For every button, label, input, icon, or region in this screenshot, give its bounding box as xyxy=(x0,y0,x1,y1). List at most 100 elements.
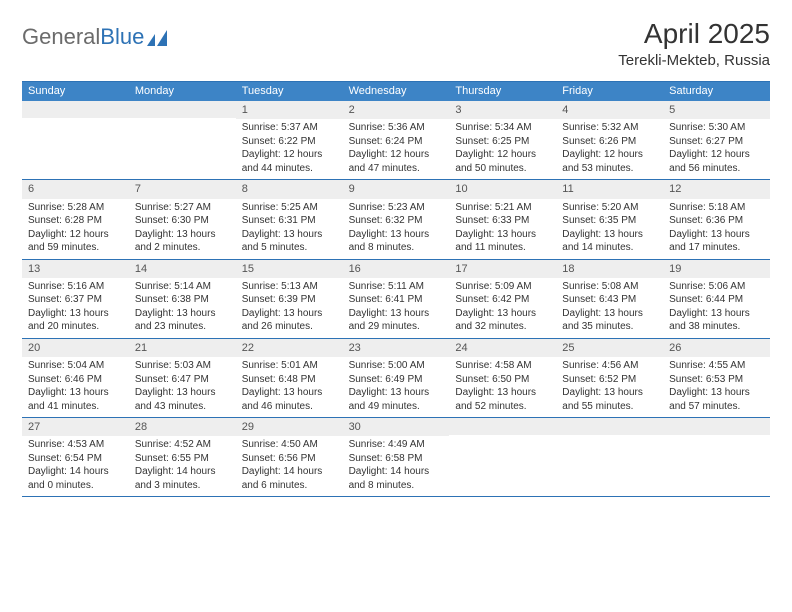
day-cell: 22Sunrise: 5:01 AMSunset: 6:48 PMDayligh… xyxy=(236,339,343,417)
weekday-header: Thursday xyxy=(449,82,556,101)
day-cell: 20Sunrise: 5:04 AMSunset: 6:46 PMDayligh… xyxy=(22,339,129,417)
day-cell: 27Sunrise: 4:53 AMSunset: 6:54 PMDayligh… xyxy=(22,418,129,496)
day-data: Sunrise: 4:56 AMSunset: 6:52 PMDaylight:… xyxy=(556,357,663,417)
day-data: Sunrise: 5:16 AMSunset: 6:37 PMDaylight:… xyxy=(22,278,129,338)
weekday-header: Wednesday xyxy=(343,82,450,101)
day-data: Sunrise: 5:20 AMSunset: 6:35 PMDaylight:… xyxy=(556,199,663,259)
day-data: Sunrise: 5:06 AMSunset: 6:44 PMDaylight:… xyxy=(663,278,770,338)
logo: GeneralBlue xyxy=(22,18,167,50)
day-number: 15 xyxy=(236,260,343,278)
weeks-container: 1Sunrise: 5:37 AMSunset: 6:22 PMDaylight… xyxy=(22,101,770,497)
day-data: Sunrise: 5:00 AMSunset: 6:49 PMDaylight:… xyxy=(343,357,450,417)
day-number: 19 xyxy=(663,260,770,278)
page-subtitle: Terekli-Mekteb, Russia xyxy=(618,52,770,69)
day-cell: 10Sunrise: 5:21 AMSunset: 6:33 PMDayligh… xyxy=(449,180,556,258)
day-number: 26 xyxy=(663,339,770,357)
day-data: Sunrise: 5:04 AMSunset: 6:46 PMDaylight:… xyxy=(22,357,129,417)
day-number: 1 xyxy=(236,101,343,119)
day-cell: 21Sunrise: 5:03 AMSunset: 6:47 PMDayligh… xyxy=(129,339,236,417)
day-number: 17 xyxy=(449,260,556,278)
day-cell: 9Sunrise: 5:23 AMSunset: 6:32 PMDaylight… xyxy=(343,180,450,258)
day-number: 23 xyxy=(343,339,450,357)
day-data: Sunrise: 4:53 AMSunset: 6:54 PMDaylight:… xyxy=(22,436,129,496)
day-cell xyxy=(449,418,556,496)
day-cell: 4Sunrise: 5:32 AMSunset: 6:26 PMDaylight… xyxy=(556,101,663,179)
day-data: Sunrise: 5:21 AMSunset: 6:33 PMDaylight:… xyxy=(449,199,556,259)
week-row: 1Sunrise: 5:37 AMSunset: 6:22 PMDaylight… xyxy=(22,101,770,180)
weekday-header: Sunday xyxy=(22,82,129,101)
week-row: 20Sunrise: 5:04 AMSunset: 6:46 PMDayligh… xyxy=(22,339,770,418)
weekday-header: Friday xyxy=(556,82,663,101)
day-number: 3 xyxy=(449,101,556,119)
day-cell: 17Sunrise: 5:09 AMSunset: 6:42 PMDayligh… xyxy=(449,260,556,338)
day-number: 28 xyxy=(129,418,236,436)
day-cell: 26Sunrise: 4:55 AMSunset: 6:53 PMDayligh… xyxy=(663,339,770,417)
day-cell xyxy=(22,101,129,179)
day-data: Sunrise: 5:36 AMSunset: 6:24 PMDaylight:… xyxy=(343,119,450,179)
day-data: Sunrise: 5:27 AMSunset: 6:30 PMDaylight:… xyxy=(129,199,236,259)
day-number: 6 xyxy=(22,180,129,198)
day-cell: 5Sunrise: 5:30 AMSunset: 6:27 PMDaylight… xyxy=(663,101,770,179)
day-data: Sunrise: 5:32 AMSunset: 6:26 PMDaylight:… xyxy=(556,119,663,179)
day-cell: 24Sunrise: 4:58 AMSunset: 6:50 PMDayligh… xyxy=(449,339,556,417)
day-number: 11 xyxy=(556,180,663,198)
day-data: Sunrise: 5:28 AMSunset: 6:28 PMDaylight:… xyxy=(22,199,129,259)
day-number: 22 xyxy=(236,339,343,357)
logo-text: GeneralBlue xyxy=(22,24,144,50)
day-cell: 18Sunrise: 5:08 AMSunset: 6:43 PMDayligh… xyxy=(556,260,663,338)
day-data: Sunrise: 5:13 AMSunset: 6:39 PMDaylight:… xyxy=(236,278,343,338)
day-number: 10 xyxy=(449,180,556,198)
sails-icon xyxy=(147,30,167,46)
day-number: 20 xyxy=(22,339,129,357)
day-cell: 28Sunrise: 4:52 AMSunset: 6:55 PMDayligh… xyxy=(129,418,236,496)
day-cell: 8Sunrise: 5:25 AMSunset: 6:31 PMDaylight… xyxy=(236,180,343,258)
week-row: 6Sunrise: 5:28 AMSunset: 6:28 PMDaylight… xyxy=(22,180,770,259)
weekday-header: Saturday xyxy=(663,82,770,101)
day-number: 13 xyxy=(22,260,129,278)
day-cell: 13Sunrise: 5:16 AMSunset: 6:37 PMDayligh… xyxy=(22,260,129,338)
weekday-header: Tuesday xyxy=(236,82,343,101)
day-number xyxy=(663,418,770,435)
day-number xyxy=(129,101,236,118)
day-data: Sunrise: 5:25 AMSunset: 6:31 PMDaylight:… xyxy=(236,199,343,259)
day-data: Sunrise: 5:08 AMSunset: 6:43 PMDaylight:… xyxy=(556,278,663,338)
day-cell: 12Sunrise: 5:18 AMSunset: 6:36 PMDayligh… xyxy=(663,180,770,258)
day-number: 14 xyxy=(129,260,236,278)
header: GeneralBlue April 2025 Terekli-Mekteb, R… xyxy=(22,18,770,69)
day-data: Sunrise: 5:30 AMSunset: 6:27 PMDaylight:… xyxy=(663,119,770,179)
day-cell xyxy=(556,418,663,496)
day-number: 18 xyxy=(556,260,663,278)
weekday-header-row: SundayMondayTuesdayWednesdayThursdayFrid… xyxy=(22,82,770,101)
day-number: 30 xyxy=(343,418,450,436)
day-number: 27 xyxy=(22,418,129,436)
day-cell: 7Sunrise: 5:27 AMSunset: 6:30 PMDaylight… xyxy=(129,180,236,258)
day-number: 9 xyxy=(343,180,450,198)
day-cell xyxy=(663,418,770,496)
day-data: Sunrise: 5:18 AMSunset: 6:36 PMDaylight:… xyxy=(663,199,770,259)
day-number: 7 xyxy=(129,180,236,198)
day-cell: 14Sunrise: 5:14 AMSunset: 6:38 PMDayligh… xyxy=(129,260,236,338)
logo-word-b: Blue xyxy=(100,24,144,49)
day-number: 8 xyxy=(236,180,343,198)
day-data: Sunrise: 4:52 AMSunset: 6:55 PMDaylight:… xyxy=(129,436,236,496)
day-number: 4 xyxy=(556,101,663,119)
day-data: Sunrise: 5:03 AMSunset: 6:47 PMDaylight:… xyxy=(129,357,236,417)
day-cell: 23Sunrise: 5:00 AMSunset: 6:49 PMDayligh… xyxy=(343,339,450,417)
weekday-header: Monday xyxy=(129,82,236,101)
logo-word-a: General xyxy=(22,24,100,49)
day-number: 2 xyxy=(343,101,450,119)
day-cell: 16Sunrise: 5:11 AMSunset: 6:41 PMDayligh… xyxy=(343,260,450,338)
week-row: 27Sunrise: 4:53 AMSunset: 6:54 PMDayligh… xyxy=(22,418,770,497)
day-cell: 19Sunrise: 5:06 AMSunset: 6:44 PMDayligh… xyxy=(663,260,770,338)
day-number: 5 xyxy=(663,101,770,119)
day-cell xyxy=(129,101,236,179)
day-cell: 15Sunrise: 5:13 AMSunset: 6:39 PMDayligh… xyxy=(236,260,343,338)
day-data: Sunrise: 5:23 AMSunset: 6:32 PMDaylight:… xyxy=(343,199,450,259)
day-cell: 3Sunrise: 5:34 AMSunset: 6:25 PMDaylight… xyxy=(449,101,556,179)
day-data: Sunrise: 5:14 AMSunset: 6:38 PMDaylight:… xyxy=(129,278,236,338)
day-data: Sunrise: 4:55 AMSunset: 6:53 PMDaylight:… xyxy=(663,357,770,417)
day-number: 12 xyxy=(663,180,770,198)
day-data: Sunrise: 5:11 AMSunset: 6:41 PMDaylight:… xyxy=(343,278,450,338)
day-cell: 29Sunrise: 4:50 AMSunset: 6:56 PMDayligh… xyxy=(236,418,343,496)
day-number: 29 xyxy=(236,418,343,436)
